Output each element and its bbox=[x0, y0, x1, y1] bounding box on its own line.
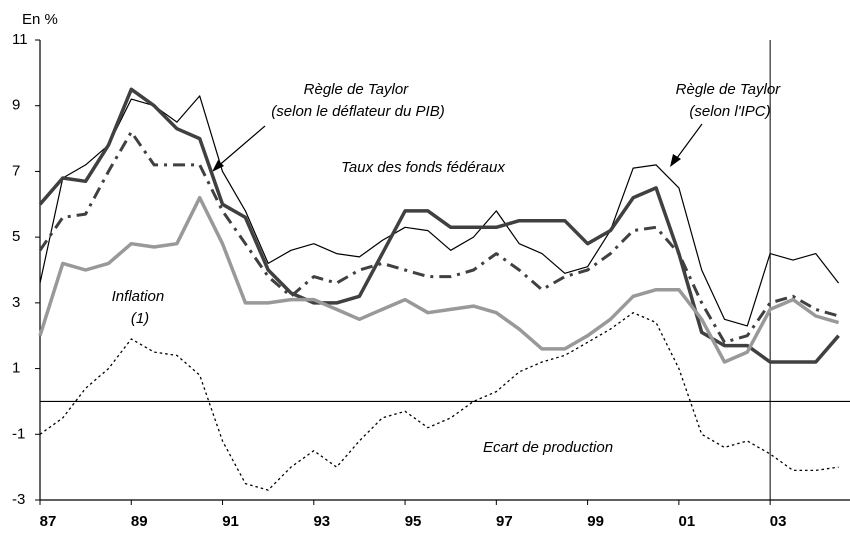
series-label: Taux des fonds fédéraux bbox=[341, 159, 505, 176]
y-tick-label: 5 bbox=[12, 228, 20, 245]
y-tick-label: 9 bbox=[12, 97, 20, 114]
series-label: Règle de Taylor (selon l'IPC) bbox=[676, 81, 785, 120]
x-tick-label: 01 bbox=[679, 513, 696, 530]
y-axis-label: En % bbox=[22, 11, 58, 28]
series-label-line: (1) bbox=[131, 310, 149, 327]
series-line bbox=[38, 130, 840, 344]
series-line bbox=[39, 95, 840, 327]
x-tick-label: 93 bbox=[313, 513, 330, 530]
series-line bbox=[38, 195, 840, 364]
y-tick-label: 3 bbox=[12, 294, 20, 311]
series-label-line: (selon l'IPC) bbox=[689, 103, 770, 120]
y-tick-label: 7 bbox=[12, 162, 20, 179]
series-line bbox=[39, 312, 839, 491]
annotation-arrow bbox=[215, 125, 266, 169]
x-tick-label: 97 bbox=[496, 513, 513, 530]
series-label-line: Règle de Taylor bbox=[304, 81, 413, 98]
x-tick-label: 95 bbox=[405, 513, 422, 530]
series-label-line: (selon le déflateur du PIB) bbox=[271, 103, 444, 120]
arrow-head bbox=[212, 160, 224, 172]
x-tick-label: 87 bbox=[40, 513, 57, 530]
y-tick-label: -1 bbox=[12, 425, 25, 442]
series-label-line: Règle de Taylor bbox=[676, 81, 785, 98]
series-label: Inflation (1) bbox=[112, 288, 169, 327]
series-line bbox=[38, 87, 840, 364]
x-tick-label: 99 bbox=[587, 513, 604, 530]
y-tick-label: -3 bbox=[12, 491, 25, 508]
series-label: Règle de Taylor (selon le déflateur du P… bbox=[271, 81, 444, 120]
series-label-line: Inflation bbox=[112, 288, 169, 305]
x-tick-label: 91 bbox=[222, 513, 239, 530]
series-label: Ecart de production bbox=[483, 439, 613, 456]
x-tick-label: 89 bbox=[131, 513, 148, 530]
arrow-head bbox=[670, 154, 681, 167]
annotation-arrow bbox=[673, 123, 703, 163]
x-tick-label: 03 bbox=[770, 513, 787, 530]
y-tick-label: 11 bbox=[12, 31, 28, 48]
y-tick-label: 1 bbox=[12, 360, 20, 377]
